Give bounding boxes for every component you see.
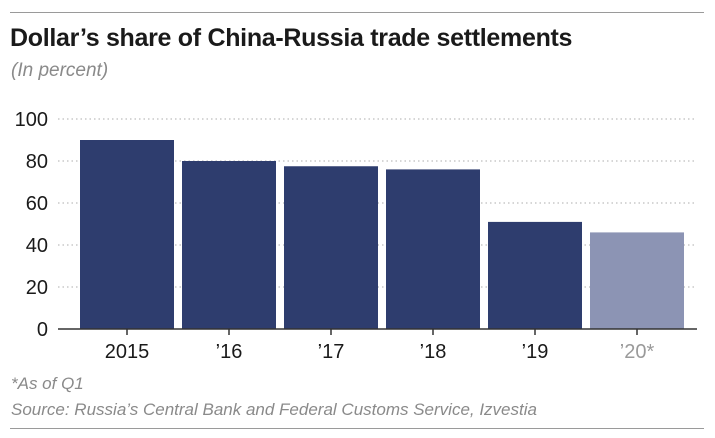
y-tick-label: 0 bbox=[37, 319, 48, 341]
x-tick-label: ’20* bbox=[620, 341, 655, 363]
y-tick-label: 100 bbox=[15, 109, 48, 131]
x-tick-label: ’17 bbox=[318, 341, 345, 363]
bottom-rule bbox=[10, 428, 704, 429]
footnote: *As of Q1 bbox=[11, 374, 84, 393]
bar bbox=[284, 166, 378, 329]
source-note: Source: Russia’s Central Bank and Federa… bbox=[11, 400, 537, 419]
bar bbox=[488, 221, 582, 329]
y-tick-label: 80 bbox=[26, 151, 48, 173]
chart-subtitle: (In percent) bbox=[11, 60, 109, 81]
bar bbox=[386, 169, 480, 329]
x-tick-label: 2015 bbox=[105, 341, 150, 363]
chart-title: Dollar’s share of China-Russia trade set… bbox=[10, 24, 573, 52]
x-tick-label: ’16 bbox=[216, 341, 243, 363]
top-rule bbox=[10, 12, 704, 13]
y-tick-label: 60 bbox=[26, 193, 48, 215]
bar bbox=[182, 161, 276, 329]
x-tick-label: ’18 bbox=[420, 341, 447, 363]
bar bbox=[590, 232, 684, 329]
x-tick-label: ’19 bbox=[522, 341, 549, 363]
bar bbox=[80, 140, 174, 329]
y-tick-label: 20 bbox=[26, 277, 48, 299]
y-tick-label: 40 bbox=[26, 235, 48, 257]
